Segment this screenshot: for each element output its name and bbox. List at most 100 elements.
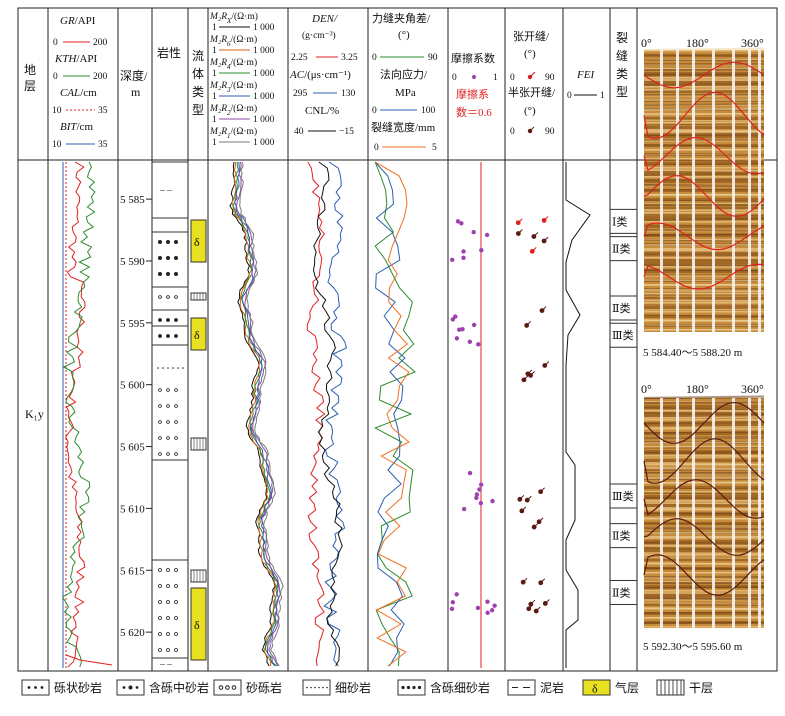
fangle-name: 力缝夹角差/ [372,11,431,25]
dry-layer [190,292,207,301]
lith-grain [165,255,170,260]
image-bedding [643,487,765,490]
depth-tick-label: 5 615 [120,565,145,577]
friction-point [455,219,461,224]
lith-grain [166,295,170,299]
legend-label: 含砾细砂岩 [430,680,490,695]
image-bedding [643,407,765,411]
lith-grain [158,318,162,322]
res-curve [233,161,280,667]
lith-grain [157,255,162,260]
kth-min: 0 [53,72,58,82]
fei-min: 0 [567,91,572,101]
lith-grain [166,452,170,456]
image-bedding [643,159,765,163]
img1-axis-180: 180° [686,36,709,50]
res-header-max: 1 000 [253,92,275,102]
image-bedding [643,547,765,551]
lith-grain [174,600,178,604]
fei-max: 1 [600,91,605,101]
friction-point [478,500,484,506]
cal-max: 35 [98,106,108,116]
lith-grain [174,632,178,636]
legend-label: 气层 [615,680,639,695]
friction-point [450,600,456,605]
lith-grain [158,420,162,424]
ac-curve [323,161,347,667]
legend-grain [314,686,316,689]
img2-axis-0: 0° [641,382,652,396]
kth-name: KTH [54,53,77,65]
lith-grain [158,388,162,392]
fracture-tadpole-tail [543,216,549,221]
image-bedding [643,59,765,62]
img1-axis-0: 0° [641,36,652,50]
svg-text:CAL/cm: CAL/cm [60,87,97,99]
res-header-max: 1 000 [253,46,275,56]
fracture-tadpole-tail [541,306,547,311]
image-bedding [643,466,765,471]
lith-mud-symbol: – – [159,660,172,670]
lithology-column: – – – – [152,161,188,670]
lith-grain [174,584,178,588]
image-bedding [643,395,765,400]
image-bedding [643,562,765,566]
legend: 砾状砂岩 含砾中砂岩 砂砾岩 细砂岩 含砾细砂岩 泥岩 δ 气层 干层 [21,679,713,696]
svg-text:GR/API: GR/API [60,15,96,27]
fracture-class-label: Ⅰ类 [612,214,627,228]
friction-point [477,487,482,492]
legend-swatch-fine [302,679,331,696]
lith-grain [174,436,178,440]
image-bedding [643,430,765,434]
image-bedding [643,288,765,293]
image-pad-gap [732,398,735,628]
legend-label: 含砾中砂岩 [149,680,209,695]
ftype-header-0: 裂 [616,31,628,45]
legend-grain [135,686,139,689]
image-pad-gap [660,398,663,628]
friction-name: 摩擦系数 [451,51,495,65]
res-header-name: M₂R6/(Ω·m) [209,34,257,48]
legend-grain [417,685,422,690]
fracture-class-label: Ⅲ类 [612,489,634,503]
kth-unit: /API [76,53,97,65]
fwidth-min: 0 [374,143,379,153]
lith-grain [166,436,170,440]
stress-min: 0 [372,106,377,116]
image-bedding [643,616,765,619]
friction-point [461,506,467,512]
lith-grain [166,318,170,322]
gas-layer [190,219,207,263]
image-bedding [643,526,765,530]
image-bedding [643,506,765,511]
lith-grain [174,404,178,408]
res-curve [239,161,284,667]
fracture-class-label: Ⅱ类 [612,242,630,256]
image-bedding [643,163,765,166]
den-ac-cnl-curves [306,161,347,667]
dry-layer [190,437,207,451]
strata-header-1: 地 [24,63,36,77]
image-bedding [643,229,765,232]
lith-grain [174,420,178,424]
image-bedding [643,462,765,466]
half-max: 90 [545,127,555,137]
lith-grain [158,568,162,572]
image-bedding [643,88,765,91]
lith-grain [166,388,170,392]
fracture-tadpole-tail [533,522,539,528]
gr-kth-cal-bit-curves [61,161,113,668]
image-bedding [643,54,765,57]
stress-unit: MPa [395,87,416,99]
dry-layer [190,569,207,583]
lith-grain [158,295,162,299]
friction-point [479,248,484,253]
legend-grain [406,685,411,690]
lith-grain [166,420,170,424]
image-log-1: 0° 180° 360° 5 584.40～5 588.20 m [641,36,765,359]
legend-grain [128,685,133,690]
res-header-name: M₂R1/(Ω·m) [209,126,257,140]
lith-grain [158,404,162,408]
fluid-header-0: 流 [192,49,204,63]
